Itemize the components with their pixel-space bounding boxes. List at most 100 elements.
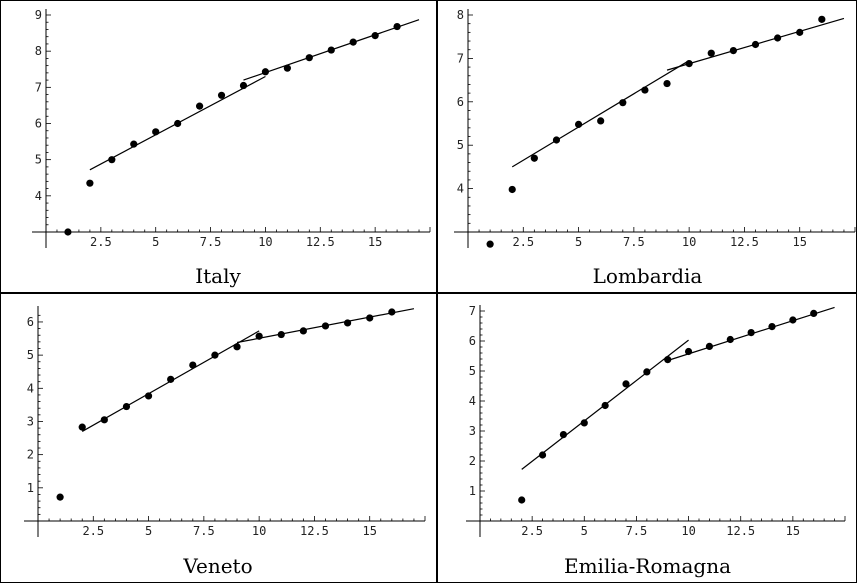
x-tick-label: 5 (575, 235, 582, 249)
data-point (486, 240, 494, 248)
y-tick-label: 2 (469, 454, 476, 468)
data-point (768, 323, 776, 331)
y-tick-label: 7 (35, 80, 42, 94)
data-point (619, 99, 627, 107)
data-point (726, 335, 734, 344)
y-tick-label: 9 (35, 8, 42, 22)
data-point (393, 22, 401, 31)
x-tick-label: 2.5 (90, 235, 112, 249)
y-tick-label: 8 (35, 44, 42, 58)
panel-divider-vertical (436, 0, 438, 583)
data-point (774, 34, 782, 42)
data-point (518, 496, 526, 504)
data-point (707, 49, 715, 57)
x-tick-label: 10 (681, 524, 695, 538)
data-point (211, 351, 219, 359)
chart-panel-veneto: 2.5 5 7.5 10 12.5 15 1 2 3 4 5 6 Veneto (0, 294, 436, 583)
y-tick-label: 7 (457, 51, 464, 65)
data-point (538, 451, 547, 459)
x-tick-label: 7.5 (193, 524, 215, 538)
y-tick-label: 4 (469, 394, 476, 408)
data-point (299, 327, 307, 335)
data-point (508, 185, 516, 194)
data-point (327, 46, 335, 54)
y-tick-label: 4 (457, 182, 464, 196)
chart-panel-lombardia: 2.5 5 7.5 10 12.5 15 4 5 6 7 8 Lombardia (438, 0, 857, 292)
chart-title: Emilia-Romagna (563, 554, 732, 578)
x-tick-label: 10 (252, 524, 266, 538)
data-point (56, 493, 64, 501)
x-tick-label: 7.5 (200, 235, 222, 249)
data-point (217, 91, 226, 99)
data-point (108, 156, 116, 164)
y-tick-label: 4 (27, 381, 34, 395)
data-point (818, 15, 826, 23)
y-tick-label: 6 (27, 315, 34, 329)
y-tick-label: 7 (469, 304, 476, 318)
data-point (305, 54, 313, 62)
data-point (729, 46, 737, 55)
data-point (86, 179, 94, 187)
data-point (643, 368, 651, 376)
data-point (196, 102, 204, 110)
data-point (705, 342, 714, 350)
x-tick-label: 12.5 (300, 524, 329, 538)
data-point (371, 32, 379, 40)
data-point (664, 356, 672, 364)
chart-plot-veneto: 2.5 5 7.5 10 12.5 15 1 2 3 4 5 6 (24, 306, 426, 538)
x-tick-label: 15 (362, 524, 376, 538)
data-point (552, 136, 561, 144)
y-tick-label: 5 (35, 153, 42, 167)
data-point (684, 347, 693, 356)
y-tick-label: 6 (469, 334, 476, 348)
data-point (810, 309, 818, 317)
data-point (174, 119, 182, 128)
x-tick-label: 10 (258, 235, 272, 249)
x-tick-label: 10 (682, 235, 696, 249)
data-point (78, 423, 86, 431)
x-tick-label: 12.5 (306, 235, 335, 249)
x-tick-label: 15 (368, 235, 382, 249)
chart-title: Lombardia (592, 264, 703, 288)
data-point (100, 416, 108, 424)
x-tick-label: 7.5 (623, 235, 645, 249)
x-tick-label: 15 (792, 235, 806, 249)
y-tick-label: 3 (469, 424, 476, 438)
data-point (796, 28, 804, 36)
y-tick-label: 5 (457, 138, 464, 152)
y-tick-label: 1 (27, 481, 34, 495)
data-point (574, 120, 583, 128)
x-tick-label: 12.5 (726, 524, 755, 538)
data-point (751, 40, 760, 49)
chart-title: Veneto (183, 554, 253, 578)
data-point (580, 419, 588, 427)
chart-plot-lombardia: 2.5 5 7.5 10 12.5 15 4 5 6 7 8 (454, 8, 856, 249)
y-tick-label: 5 (469, 364, 476, 378)
data-point (261, 68, 270, 76)
data-point (64, 228, 72, 236)
y-tick-label: 6 (35, 117, 42, 131)
data-point (597, 117, 605, 125)
data-point (255, 332, 263, 340)
chart-plot-emilia-romagna: 2.5 5 7.5 10 12.5 15 1 2 3 4 5 6 7 (466, 304, 846, 538)
data-point (349, 38, 357, 46)
data-point (530, 154, 538, 162)
data-point (277, 330, 285, 339)
y-tick-label: 3 (27, 414, 34, 428)
y-tick-label: 8 (457, 8, 464, 22)
data-point (144, 392, 153, 400)
y-tick-label: 4 (35, 189, 42, 203)
chart-panel-emilia-romagna: 2.5 5 7.5 10 12.5 15 1 2 3 4 5 6 7 Emilia-Romagna (438, 294, 857, 583)
data-point (789, 316, 797, 324)
data-point (622, 380, 630, 388)
data-point (685, 60, 693, 68)
chart-plot-italy: 2.5 5 7.5 10 12.5 15 4 5 6 7 8 9 (32, 8, 431, 249)
data-point (239, 81, 248, 90)
data-point (122, 402, 131, 411)
data-point (283, 64, 291, 72)
x-tick-label: 12.5 (730, 235, 759, 249)
data-point (233, 343, 241, 351)
data-point (388, 308, 396, 316)
data-point (663, 79, 671, 88)
data-point (167, 375, 175, 383)
